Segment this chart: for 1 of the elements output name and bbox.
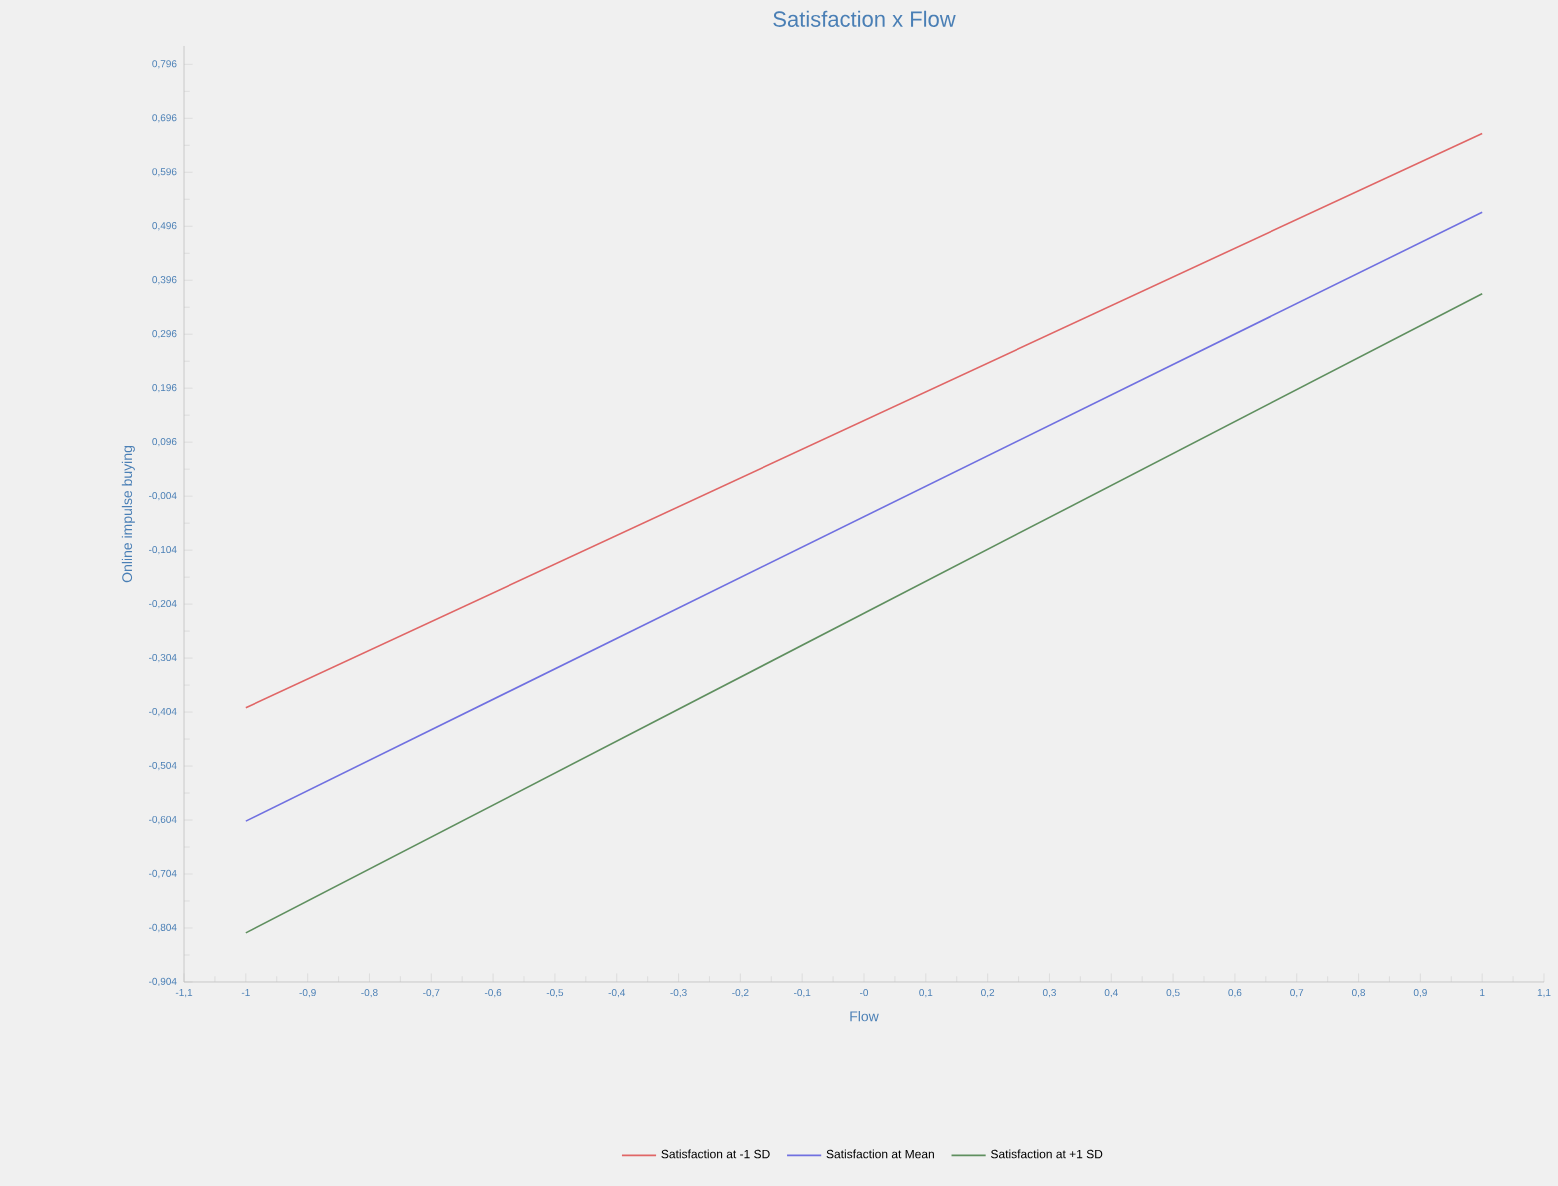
- chart-title: Satisfaction x Flow: [773, 10, 956, 27]
